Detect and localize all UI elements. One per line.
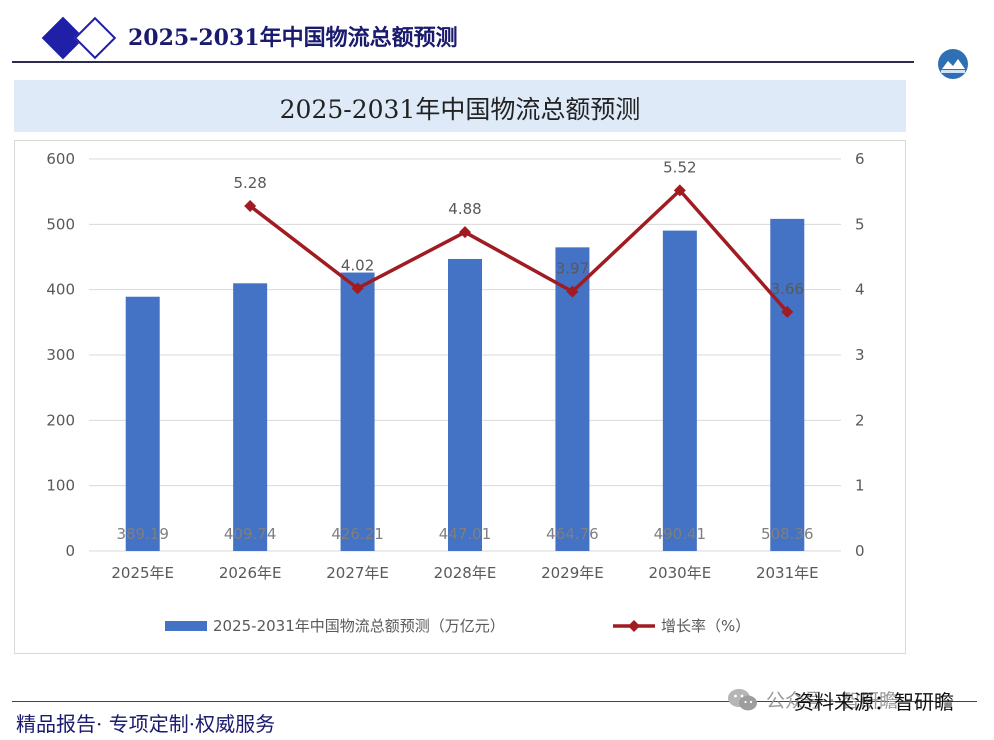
y2-tick-label: 5	[855, 215, 865, 233]
brand-logo-icon	[938, 49, 968, 79]
chart-title-band: 2025-2031年中国物流总额预测	[14, 80, 906, 132]
y-tick-label: 400	[46, 281, 75, 299]
x-tick-label: 2026年E	[219, 564, 282, 582]
bar	[448, 258, 482, 551]
bar	[770, 218, 805, 551]
y-tick-label: 500	[46, 215, 75, 233]
header-diamond-outline	[73, 16, 117, 60]
line-point	[673, 184, 686, 197]
y-tick-label: 200	[46, 411, 75, 429]
legend-marker-line	[628, 620, 640, 632]
line-data-label: 3.66	[771, 280, 804, 298]
header-divider	[12, 61, 914, 63]
line-point	[781, 305, 794, 318]
line-data-label: 5.28	[233, 174, 266, 192]
y2-tick-label: 3	[855, 346, 865, 364]
bar	[125, 296, 160, 551]
y2-tick-label: 2	[855, 411, 865, 429]
bar	[233, 283, 268, 551]
legend-label-line: 增长率（%）	[661, 617, 750, 635]
line-data-label: 4.88	[448, 200, 481, 218]
chart-frame: 0 100 200 300 400 500 600 0 1 2 3 4 5 6 389.19 409.74 42…	[14, 140, 906, 654]
line-point	[566, 285, 579, 298]
y2-tick-label: 4	[855, 281, 865, 299]
bar	[340, 272, 375, 551]
y-tick-label: 300	[46, 346, 75, 364]
wechat-icon	[728, 689, 757, 711]
y2-tick-label: 6	[855, 150, 865, 168]
y2-tick-label: 0	[855, 542, 865, 560]
footer-slogan: 精品报告· 专项定制·权威服务	[16, 712, 276, 736]
bar	[555, 247, 590, 551]
page-title: 2025-2031年中国物流总额预测	[128, 25, 458, 51]
source-text: 资料来源：智研瞻	[794, 690, 954, 714]
y-tick-label: 100	[46, 477, 75, 495]
line-point	[459, 226, 471, 239]
line-point	[351, 282, 364, 295]
line-point	[244, 200, 257, 213]
chart: 0 100 200 300 400 500 600 0 1 2 3 4 5 6 389.19 409.74 42…	[46, 150, 865, 635]
line-data-label: 5.52	[663, 158, 696, 176]
x-tick-label: 2031年E	[756, 564, 819, 582]
y-tick-label: 0	[65, 542, 75, 560]
bar-data-label: 490.41	[654, 525, 707, 543]
bar-data-label: 447.01	[439, 525, 492, 543]
bar-data-label: 426.21	[331, 525, 384, 543]
chart-title: 2025-2031年中国物流总额预测	[279, 95, 641, 124]
bar	[662, 230, 697, 551]
footer-divider	[12, 701, 977, 702]
growth-line	[249, 188, 789, 314]
x-tick-label: 2025年E	[111, 564, 174, 582]
x-tick-label: 2029年E	[541, 564, 604, 582]
legend-label-bar: 2025-2031年中国物流总额预测（万亿元）	[213, 617, 505, 635]
bar-data-label: 508.36	[761, 525, 814, 543]
y2-tick-label: 1	[855, 477, 865, 495]
legend-swatch-bar	[165, 621, 207, 631]
x-tick-label: 2030年E	[649, 564, 712, 582]
line-data-label: 3.97	[556, 260, 589, 278]
y-tick-label: 600	[46, 150, 75, 168]
bar-data-label: 389.19	[116, 525, 169, 543]
bar-data-label: 409.74	[224, 525, 277, 543]
line-data-label: 4.02	[341, 256, 374, 274]
watermark-text: 公众号 · 智研瞻	[766, 690, 899, 712]
bar-data-label: 464.76	[546, 525, 599, 543]
x-tick-label: 2027年E	[326, 564, 389, 582]
x-tick-label: 2028年E	[434, 564, 497, 582]
